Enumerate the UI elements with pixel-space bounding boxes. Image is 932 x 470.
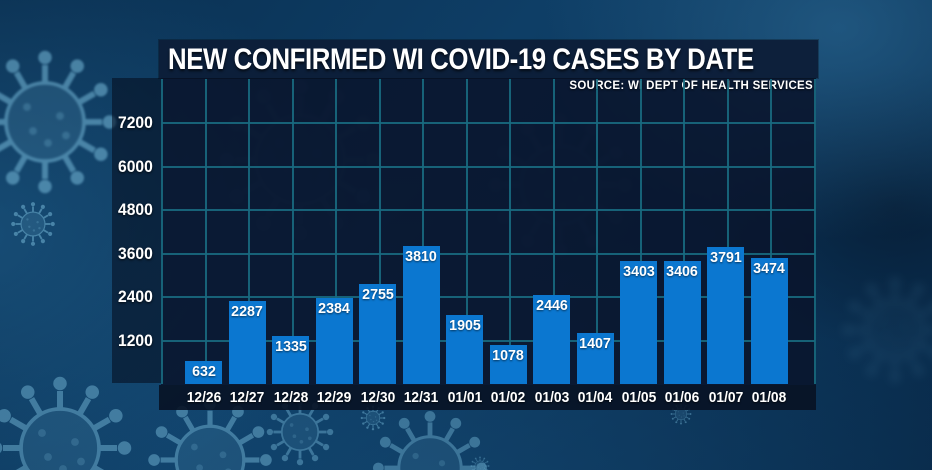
y-tick-label: 6000 <box>118 156 153 176</box>
x-axis-band: 12/26 12/27 12/28 12/29 12/30 12/31 01/01 01/02… <box>159 385 816 410</box>
virus-icon <box>373 411 487 470</box>
grid-hline <box>162 339 815 342</box>
grid-vline <box>378 79 381 384</box>
bar-value-label: 632 <box>191 363 216 381</box>
bar-01/03 <box>533 295 570 384</box>
x-tick-label: 01/01 <box>447 389 482 406</box>
chart-plot-panel: SOURCE: WI DEPT OF HEALTH SERVICES <box>161 78 816 385</box>
grid-vline <box>770 79 772 384</box>
y-tick-label: 2400 <box>118 287 153 306</box>
bar-value-label: 2384 <box>318 299 350 317</box>
grid-vline <box>204 79 207 384</box>
y-tick-label: 7200 <box>118 113 153 132</box>
grid-hline <box>162 165 815 168</box>
grid-vline <box>596 79 598 384</box>
bar-value-label: 3403 <box>622 262 655 280</box>
chart-title-bar: NEW CONFIRMED WI COVID-19 CASES BY DATE <box>159 40 818 78</box>
bar-01/01 <box>446 314 483 384</box>
chart-title: NEW CONFIRMED WI COVID-19 CASES BY DATE <box>168 43 754 76</box>
y-tick-label: 4800 <box>118 200 153 219</box>
grid-vline <box>813 79 816 384</box>
x-tick-label: 01/02 <box>490 389 526 406</box>
grid-vline <box>291 79 294 384</box>
bar-01/07 <box>707 246 744 384</box>
x-tick-label: 12/29 <box>316 389 352 406</box>
x-tick-label: 01/08 <box>751 389 787 406</box>
grid-vline <box>683 79 685 384</box>
bar-12/27 <box>228 301 266 384</box>
bar-value-label: 3810 <box>405 247 437 265</box>
grid-vline <box>335 79 337 384</box>
grid-vline <box>509 79 511 384</box>
bar-value-label: 1078 <box>492 346 524 364</box>
grid-vline <box>726 79 729 384</box>
bar-value-label: 1905 <box>448 316 481 334</box>
bar-value-label: 3791 <box>709 248 742 266</box>
x-tick-label: 12/31 <box>403 389 439 406</box>
y-tick-label: 3600 <box>118 243 153 263</box>
grid-vline <box>552 79 555 384</box>
bar-value-label: 1335 <box>274 337 307 355</box>
grid-hline <box>162 296 815 298</box>
y-axis-panel: 1200 2400 3600 4800 6000 7200 <box>112 78 161 383</box>
virus-icon <box>10 201 56 247</box>
grid-vline <box>248 79 250 384</box>
bar-value-label: 1407 <box>579 334 611 352</box>
bar-value-label: 2755 <box>361 286 394 304</box>
grid-vline <box>639 79 642 384</box>
source-attribution: SOURCE: WI DEPT OF HEALTH SERVICES <box>569 80 813 92</box>
x-tick-label: 01/06 <box>664 389 700 406</box>
bar-12/26 <box>185 361 222 384</box>
x-tick-label: 01/04 <box>577 389 613 406</box>
x-tick-label: 01/07 <box>708 389 743 406</box>
grid-hline <box>162 209 815 211</box>
bar-value-label: 2446 <box>535 297 568 315</box>
grid-vline <box>161 79 163 384</box>
grid-vline <box>465 79 468 384</box>
bar-01/02 <box>489 344 527 384</box>
virus-icon <box>843 278 932 383</box>
bar-01/08 <box>750 258 788 384</box>
bar-12/28 <box>272 335 309 384</box>
x-tick-label: 12/27 <box>229 389 265 406</box>
bar-12/30 <box>359 284 396 384</box>
x-tick-label: 01/05 <box>621 389 656 406</box>
grid-hline <box>162 122 815 124</box>
bar-12/29 <box>315 297 353 384</box>
y-tick-label: 1200 <box>118 330 153 350</box>
bar-01/05 <box>620 260 657 384</box>
x-tick-label: 12/28 <box>273 389 308 406</box>
bar-value-label: 3406 <box>666 262 698 280</box>
virus-icon <box>0 377 131 470</box>
chart-grid: 632 2287 1335 2384 2755 3810 1905 1078 2446 1407 3… <box>161 79 816 384</box>
x-tick-label: 01/03 <box>534 389 569 406</box>
virus-icon <box>0 51 116 194</box>
bar-01/06 <box>663 260 701 384</box>
bar-value-label: 3474 <box>753 260 785 278</box>
x-tick-label: 12/30 <box>360 389 395 406</box>
grid-vline <box>422 79 424 384</box>
grid-hline <box>162 252 815 255</box>
bar-12/31 <box>402 245 440 384</box>
bar-value-label: 2287 <box>231 303 263 321</box>
x-tick-label: 12/26 <box>186 389 221 406</box>
bar-01/04 <box>576 333 614 384</box>
